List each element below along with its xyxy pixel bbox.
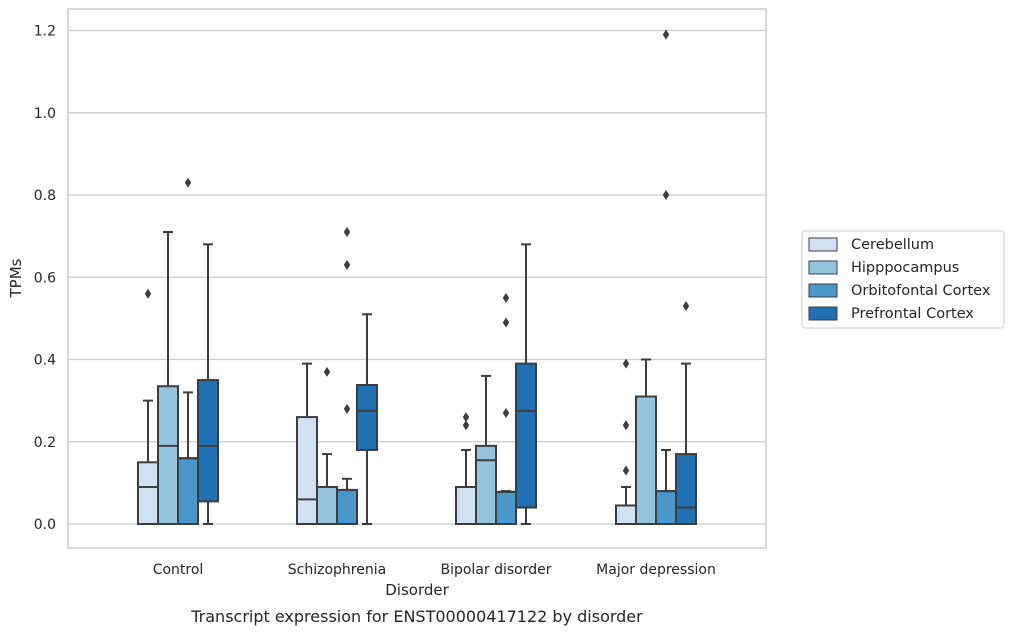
outlier-point bbox=[184, 177, 192, 188]
legend-label: Orbitofontal Cortex bbox=[851, 283, 991, 299]
legend-label: Prefrontal Cortex bbox=[851, 306, 974, 322]
outlier-point bbox=[343, 403, 351, 414]
y-tick-label: 0.8 bbox=[34, 188, 56, 204]
y-tick-label: 1.2 bbox=[34, 24, 56, 40]
box-mark bbox=[197, 243, 219, 525]
y-tick-label: 1.0 bbox=[34, 106, 56, 122]
x-axis-ticks: Control Schizophrenia Bipolar disorder Majo… bbox=[153, 562, 716, 578]
y-axis-label: TPMs bbox=[7, 258, 25, 298]
outlier-point bbox=[622, 358, 630, 369]
plot-frame bbox=[67, 8, 767, 549]
outlier-point bbox=[662, 29, 670, 40]
legend-swatch bbox=[808, 306, 838, 321]
box-groups bbox=[137, 29, 697, 526]
box-mark bbox=[455, 412, 477, 525]
box-mark bbox=[655, 29, 677, 526]
outlier-point bbox=[144, 288, 152, 299]
box-body bbox=[615, 504, 637, 525]
box-body bbox=[655, 490, 677, 526]
box-body bbox=[475, 444, 497, 525]
x-tick-label: Bipolar disorder bbox=[440, 562, 551, 578]
box-body bbox=[197, 379, 219, 503]
box-mark bbox=[336, 227, 358, 525]
box-mark bbox=[615, 358, 637, 525]
x-axis-label: Disorder bbox=[385, 581, 449, 599]
outlier-point bbox=[343, 259, 351, 270]
outlier-point bbox=[622, 465, 630, 476]
box-group bbox=[137, 177, 219, 526]
box-body bbox=[296, 416, 318, 526]
outlier-point bbox=[682, 301, 690, 312]
y-axis-ticks: 0.0 0.2 0.4 0.6 0.8 1.0 1.2 bbox=[34, 24, 56, 534]
box-mark bbox=[475, 374, 497, 525]
legend-item: Hipppocampus bbox=[808, 260, 959, 276]
legend-label: Hipppocampus bbox=[851, 260, 959, 276]
outlier-point bbox=[662, 190, 670, 200]
box-mark bbox=[157, 231, 179, 526]
legend-item: Cerebellum bbox=[808, 237, 934, 253]
box-body bbox=[157, 385, 179, 526]
box-body bbox=[137, 461, 159, 525]
box-body bbox=[336, 488, 358, 525]
chart-caption: Transcript expression for ENST0000041712… bbox=[190, 607, 643, 626]
box-group bbox=[296, 227, 378, 526]
outlier-point bbox=[502, 292, 510, 303]
x-tick-label: Major depression bbox=[596, 562, 716, 578]
outlier-point bbox=[462, 412, 470, 423]
y-tick-label: 0.0 bbox=[34, 517, 56, 533]
box-mark bbox=[495, 292, 517, 525]
box-mark bbox=[316, 366, 338, 525]
outlier-point bbox=[502, 407, 510, 418]
box-mark bbox=[515, 243, 537, 525]
legend-item: Orbitofontal Cortex bbox=[808, 283, 991, 299]
outlier-point bbox=[323, 366, 331, 377]
box-body bbox=[316, 485, 338, 525]
y-tick-label: 0.4 bbox=[34, 353, 56, 369]
legend-swatch bbox=[808, 283, 838, 298]
gridlines bbox=[68, 29, 766, 525]
box-mark bbox=[137, 288, 159, 525]
box-body bbox=[675, 453, 697, 525]
legend-items: Cerebellum Hipppocampus Orbitofontal Corte… bbox=[808, 237, 991, 322]
box-body bbox=[495, 490, 517, 525]
box-mark bbox=[296, 362, 318, 526]
legend-frame bbox=[801, 230, 1005, 329]
box-body bbox=[635, 395, 657, 526]
legend-swatch bbox=[808, 260, 838, 275]
box-body bbox=[177, 457, 199, 526]
y-tick-label: 0.6 bbox=[34, 270, 56, 286]
box-group bbox=[615, 29, 697, 526]
outlier-point bbox=[622, 420, 630, 431]
outlier-point bbox=[343, 227, 351, 238]
box-group bbox=[455, 243, 537, 525]
outlier-point bbox=[502, 317, 510, 328]
legend: Cerebellum Hipppocampus Orbitofontal Corte… bbox=[801, 230, 1005, 329]
x-tick-label: Control bbox=[153, 562, 204, 578]
y-tick-label: 0.2 bbox=[34, 435, 56, 451]
box-mark bbox=[356, 313, 378, 525]
box-mark bbox=[635, 358, 657, 526]
box-mark bbox=[675, 301, 697, 525]
legend-swatch bbox=[808, 237, 838, 252]
box-mark bbox=[177, 177, 199, 526]
box-body bbox=[515, 362, 537, 509]
box-body bbox=[356, 383, 378, 451]
box-body bbox=[455, 485, 477, 525]
x-tick-label: Schizophrenia bbox=[288, 562, 386, 578]
legend-item: Prefrontal Cortex bbox=[808, 306, 974, 322]
legend-label: Cerebellum bbox=[851, 237, 934, 253]
outlier-point bbox=[462, 420, 470, 431]
